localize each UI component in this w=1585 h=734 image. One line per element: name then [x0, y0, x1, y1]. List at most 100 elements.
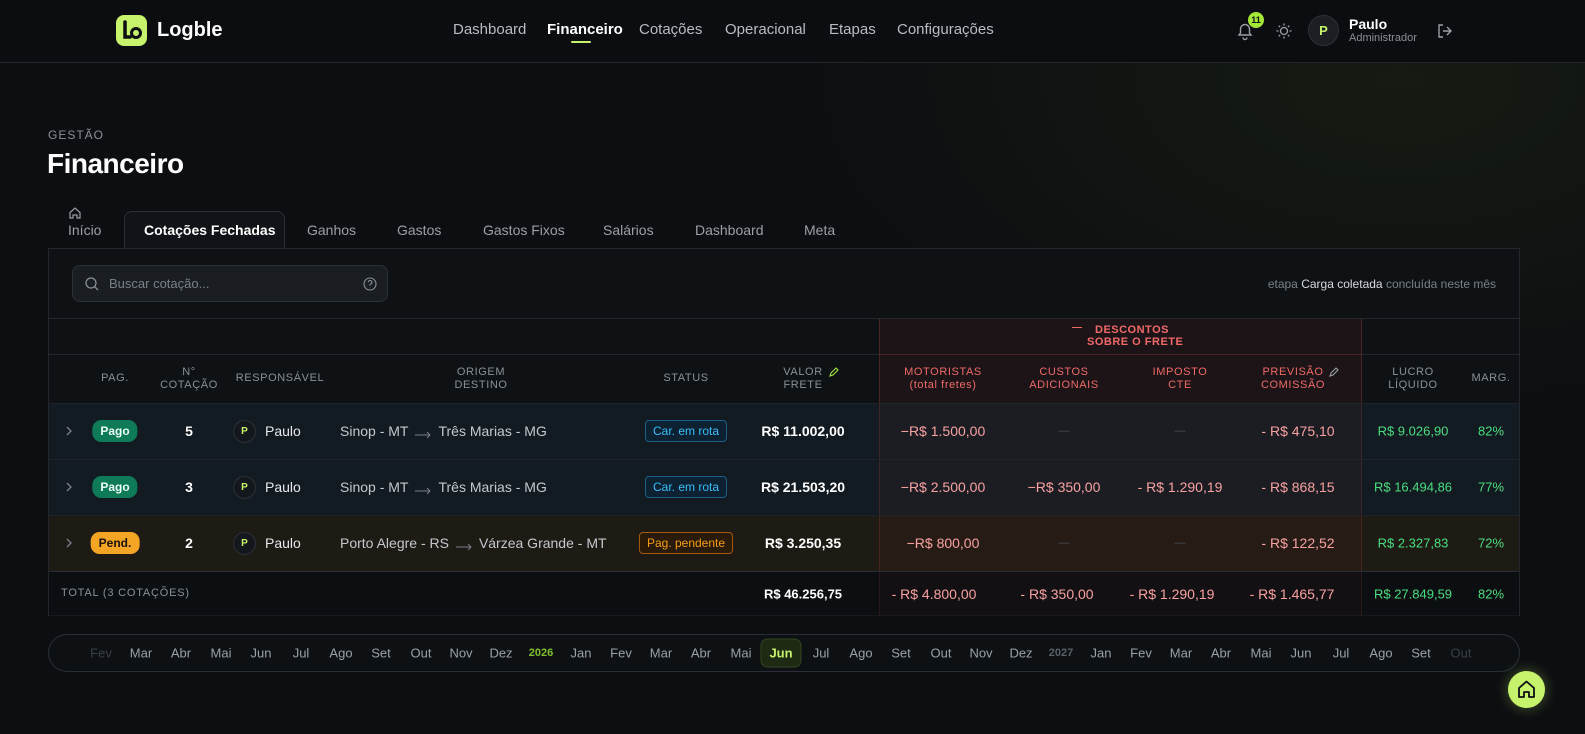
column-header: MARG. — [1471, 372, 1511, 384]
timeline-month[interactable]: Jun — [250, 645, 272, 661]
freight-value: R$ 3.250,35 — [764, 535, 842, 551]
total-discount: - R$ 350,00 — [1020, 586, 1094, 602]
tab[interactable]: Gastos Fixos — [483, 222, 565, 238]
timeline-month[interactable]: Fev — [610, 645, 632, 661]
help-icon[interactable] — [363, 277, 377, 291]
timeline-month[interactable]: Jan — [570, 645, 592, 661]
expand-chevron[interactable] — [64, 425, 74, 437]
timeline-month[interactable]: Abr — [170, 645, 192, 661]
timeline-month[interactable]: Abr — [1210, 645, 1232, 661]
timeline-month[interactable]: Nov — [449, 645, 473, 661]
timeline-month[interactable]: Fev — [1130, 645, 1152, 661]
destination: Três Marias - MG — [438, 423, 547, 439]
timeline-month[interactable]: Ago — [329, 645, 353, 661]
home-button[interactable] — [1508, 671, 1545, 708]
route: Sinop - MT Três Marias - MG — [340, 423, 547, 439]
expand-chevron[interactable] — [64, 481, 74, 493]
timeline-month[interactable]: Jul — [812, 645, 830, 661]
route-arrow — [411, 427, 435, 439]
column-header: VALOR FRETE — [783, 366, 823, 391]
nav-link[interactable]: Operacional — [725, 21, 806, 38]
tab[interactable]: Início — [68, 222, 102, 238]
timeline-month[interactable]: Mai — [210, 645, 232, 661]
column-header: PAG. — [101, 372, 129, 384]
timeline-month[interactable]: Mar — [1169, 645, 1193, 661]
timeline-month[interactable]: Jul — [292, 645, 310, 661]
search-box[interactable]: Buscar cotação... — [72, 265, 388, 302]
timeline-month[interactable]: Abr — [690, 645, 712, 661]
table-row[interactable] — [49, 459, 1519, 515]
tab[interactable]: Dashboard — [695, 222, 764, 238]
responsible-avatar: P — [233, 532, 256, 555]
timeline-year: 2026 — [528, 647, 554, 659]
notification-count: 11 — [1248, 12, 1264, 28]
tab[interactable]: Ganhos — [307, 222, 357, 238]
edit-icon[interactable] — [1328, 367, 1339, 378]
timeline-month[interactable]: Ago — [849, 645, 873, 661]
user-avatar[interactable]: P — [1308, 15, 1339, 46]
discount-divider — [879, 354, 1362, 355]
edit-icon[interactable] — [828, 367, 839, 378]
search-note: etapa Carga coletada concluída neste mês — [1268, 277, 1496, 291]
logo[interactable] — [116, 15, 147, 46]
nav-link[interactable]: Dashboard — [453, 21, 527, 38]
logout[interactable] — [1436, 22, 1454, 45]
freight-value: R$ 21.503,20 — [760, 479, 846, 495]
total-margin: 82% — [1477, 586, 1505, 602]
timeline-month[interactable]: Mar — [649, 645, 673, 661]
timeline-month[interactable]: Nov — [969, 645, 993, 661]
timeline-month[interactable]: Mai — [1250, 645, 1272, 661]
expand-chevron[interactable] — [64, 537, 74, 549]
payment-badge: Pago — [92, 420, 138, 442]
nav-link[interactable]: Configurações — [897, 21, 994, 38]
total-discount: - R$ 1.290,19 — [1129, 586, 1215, 602]
timeline-month[interactable]: Mai — [730, 645, 752, 661]
timeline-month[interactable]: Jun — [1290, 645, 1312, 661]
panel — [48, 248, 1520, 616]
timeline-month[interactable]: Out — [1450, 645, 1472, 661]
table-row[interactable] — [49, 403, 1519, 459]
timeline-month[interactable]: Dez — [1009, 645, 1033, 661]
nav-link[interactable]: Financeiro — [547, 21, 623, 38]
nav-link[interactable]: Etapas — [829, 21, 876, 38]
timeline-month[interactable]: Jul — [1332, 645, 1350, 661]
responsible-name: Paulo — [265, 423, 301, 439]
brand[interactable]: Logble — [157, 19, 223, 41]
discount-value: — — [1174, 537, 1186, 549]
theme-toggle[interactable] — [1275, 22, 1293, 45]
note-stage: Carga coletada — [1301, 277, 1383, 291]
column-header: RESPONSÁVEL — [235, 372, 325, 384]
nav-link[interactable]: Cotações — [639, 21, 703, 38]
timeline-month[interactable]: Jun — [760, 638, 802, 668]
total-discount: - R$ 4.800,00 — [891, 586, 977, 602]
timeline-month[interactable]: Set — [1411, 645, 1431, 661]
discount-value: - R$ 1.290,19 — [1137, 479, 1223, 495]
note-suffix: concluída neste mês — [1385, 277, 1496, 291]
freight-value: R$ 11.002,00 — [761, 423, 845, 439]
tab[interactable]: Gastos — [397, 222, 442, 238]
column-header: MOTORISTAS (total fretes) — [904, 366, 982, 391]
timeline-month[interactable]: Set — [891, 645, 911, 661]
timeline-month[interactable]: Out — [410, 645, 432, 661]
responsible-avatar: P — [233, 476, 256, 499]
notifications[interactable] — [1234, 20, 1256, 47]
table-row[interactable] — [49, 515, 1519, 571]
timeline-month[interactable]: Jan — [1090, 645, 1112, 661]
tab[interactable]: Cotações Fechadas — [144, 222, 276, 238]
timeline-month[interactable]: Mar — [129, 645, 153, 661]
tab[interactable]: Salários — [603, 222, 654, 238]
route: Porto Alegre - RS Várzea Grande - MT — [340, 535, 607, 551]
timeline-month[interactable]: Out — [930, 645, 952, 661]
sun-icon — [1276, 23, 1292, 39]
net-profit: R$ 2.327,83 — [1377, 535, 1449, 551]
nav-underline — [571, 41, 591, 43]
tab[interactable]: Meta — [804, 222, 836, 238]
user-name: Paulo — [1349, 16, 1388, 32]
discount-section — [879, 319, 1362, 616]
timeline-month[interactable]: Set — [371, 645, 391, 661]
discount-value: −R$ 2.500,00 — [900, 479, 986, 495]
timeline-month[interactable]: Ago — [1369, 645, 1393, 661]
timeline-month[interactable]: Fev — [90, 645, 112, 661]
timeline-month[interactable]: Dez — [489, 645, 513, 661]
route-arrow — [452, 539, 476, 551]
